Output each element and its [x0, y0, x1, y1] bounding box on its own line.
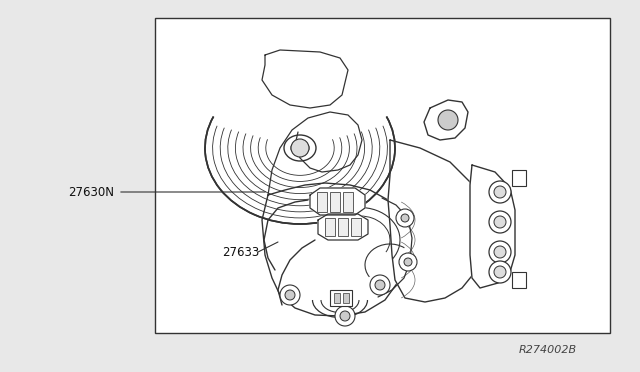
- Circle shape: [494, 216, 506, 228]
- Bar: [512, 272, 526, 288]
- Bar: [343, 293, 349, 303]
- Circle shape: [399, 253, 417, 271]
- Circle shape: [494, 186, 506, 198]
- Circle shape: [375, 280, 385, 290]
- Polygon shape: [470, 165, 515, 288]
- Bar: [343, 192, 353, 212]
- Circle shape: [404, 258, 412, 266]
- Text: R274002B: R274002B: [519, 345, 577, 355]
- Circle shape: [291, 139, 309, 157]
- Circle shape: [396, 209, 414, 227]
- Polygon shape: [318, 214, 368, 240]
- Circle shape: [370, 275, 390, 295]
- Bar: [325, 218, 335, 236]
- Bar: [334, 293, 340, 303]
- Circle shape: [489, 241, 511, 263]
- Circle shape: [280, 285, 300, 305]
- Circle shape: [489, 211, 511, 233]
- Circle shape: [494, 266, 506, 278]
- Bar: [338, 218, 348, 236]
- Circle shape: [401, 214, 409, 222]
- Circle shape: [494, 246, 506, 258]
- Polygon shape: [310, 188, 365, 215]
- Bar: [330, 192, 340, 212]
- Polygon shape: [424, 100, 468, 140]
- Bar: [351, 218, 361, 236]
- Circle shape: [285, 290, 295, 300]
- Bar: [330, 290, 352, 306]
- Bar: [155, 18, 610, 333]
- Polygon shape: [388, 140, 480, 302]
- Bar: [317, 192, 327, 212]
- Circle shape: [489, 261, 511, 283]
- Circle shape: [340, 311, 350, 321]
- Polygon shape: [262, 183, 405, 316]
- Text: 27630N: 27630N: [68, 186, 114, 199]
- Text: 27633: 27633: [222, 246, 259, 259]
- Circle shape: [489, 181, 511, 203]
- Circle shape: [438, 110, 458, 130]
- Circle shape: [335, 306, 355, 326]
- Bar: [512, 170, 526, 186]
- Polygon shape: [262, 50, 348, 108]
